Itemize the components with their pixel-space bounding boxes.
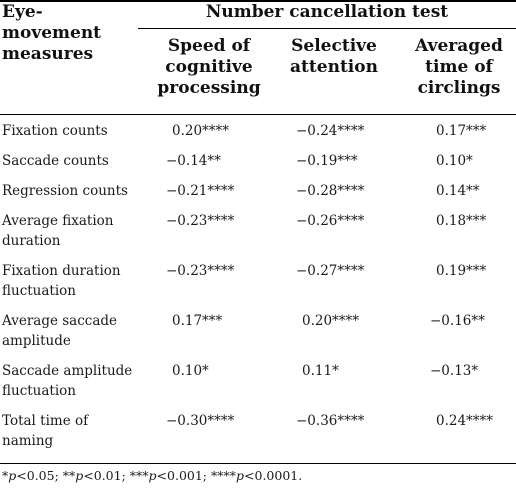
group-header-rule xyxy=(138,28,516,29)
cell-value: −0.21**** xyxy=(166,183,235,199)
table-header-rule xyxy=(0,114,516,115)
row-label: Saccade amplitude fluctuation xyxy=(2,363,133,399)
row-label: Saccade counts xyxy=(2,153,109,169)
cell-value: −0.16** xyxy=(430,313,485,329)
column-header-circling-time: Averaged time of circlings xyxy=(415,36,503,98)
cell-value: −0.23**** xyxy=(166,213,235,229)
table-bottom-rule xyxy=(0,463,516,464)
cell-value: −0.19*** xyxy=(296,153,358,169)
row-label: Fixation counts xyxy=(2,123,108,139)
stub-header: Eye- movement measures xyxy=(2,2,102,64)
cell-value: −0.30**** xyxy=(166,413,235,429)
table-footnote: *p<0.05; **p<0.01; ***p<0.001; ****p<0.0… xyxy=(2,468,303,483)
cell-value: 0.20**** xyxy=(302,313,360,329)
cell-value: 0.20**** xyxy=(172,123,230,139)
cell-value: −0.36**** xyxy=(296,413,365,429)
cell-value: 0.17*** xyxy=(436,123,487,139)
column-header-speed: Speed of cognitive processing xyxy=(157,36,261,98)
cell-value: −0.14** xyxy=(166,153,221,169)
cell-value: 0.10* xyxy=(436,153,473,169)
cell-value: −0.23**** xyxy=(166,263,235,279)
cell-value: 0.11* xyxy=(302,363,339,379)
column-header-attention: Selective attention xyxy=(290,36,378,77)
row-label: Regression counts xyxy=(2,183,128,199)
cell-value: −0.28**** xyxy=(296,183,365,199)
cell-value: −0.27**** xyxy=(296,263,365,279)
cell-value: −0.13* xyxy=(430,363,479,379)
cell-value: −0.26**** xyxy=(296,213,365,229)
row-label: Total time of naming xyxy=(2,413,89,449)
cell-value: 0.18*** xyxy=(436,213,487,229)
cell-value: 0.14** xyxy=(436,183,480,199)
row-label: Fixation duration fluctuation xyxy=(2,263,121,299)
cell-value: 0.10* xyxy=(172,363,209,379)
cell-value: 0.24**** xyxy=(436,413,494,429)
cell-value: −0.24**** xyxy=(296,123,365,139)
cell-value: 0.19*** xyxy=(436,263,487,279)
table-top-rule xyxy=(0,0,516,2)
row-label: Average fixation duration xyxy=(2,213,114,249)
group-header: Number cancellation test xyxy=(205,2,449,22)
cell-value: 0.17*** xyxy=(172,313,223,329)
row-label: Average saccade amplitude xyxy=(2,313,118,349)
